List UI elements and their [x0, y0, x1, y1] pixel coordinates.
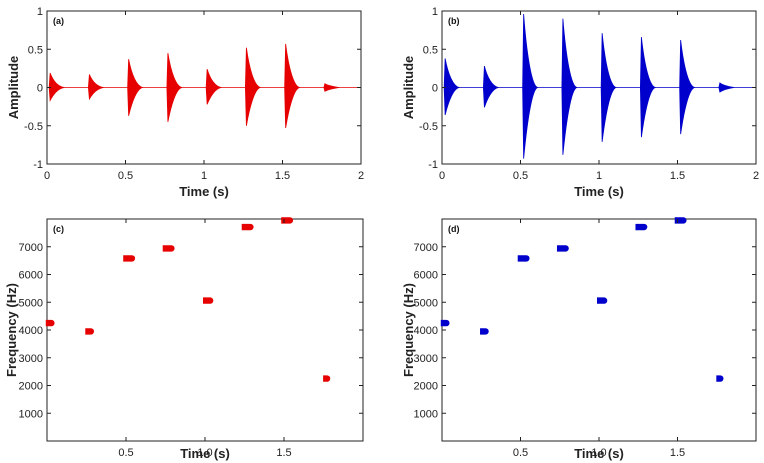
- scatter-point-7: [674, 217, 687, 224]
- waveform-burst-3: [522, 14, 539, 159]
- scatter-point-2: [85, 328, 95, 335]
- scatter-point-3: [123, 255, 136, 262]
- panel-b: 0 0.5 1 1.5 2 -1 -0.5 0 0.5 1 (b) Time (s) Amplitude: [401, 6, 759, 199]
- y-tick-label: 5000: [19, 297, 43, 309]
- scatter-point-8: [716, 375, 724, 382]
- scatter-point-3: [517, 255, 530, 262]
- scatter-point-2: [480, 328, 489, 335]
- x-tick-label: 2: [753, 170, 759, 182]
- panel-label: (c): [53, 224, 64, 234]
- y-tick-label: 0.5: [28, 44, 43, 56]
- scatter-point-5: [597, 297, 608, 304]
- plot-area: [441, 218, 757, 442]
- y-tick-label: 4000: [19, 325, 43, 337]
- x-tick-label: 1: [596, 170, 602, 182]
- y-tick-label: -0.5: [419, 121, 438, 133]
- waveform-burst-5: [205, 69, 222, 105]
- waveform-burst-6: [639, 36, 656, 138]
- y-tick-label: 7000: [19, 242, 43, 254]
- y-tick-label: 1: [37, 6, 43, 18]
- x-tick-label: 1.5: [275, 170, 290, 182]
- panel-c: 0.5 1.0 1.5 1000 2000 3000 4000 5000 6000 7000 (c)…: [4, 217, 364, 461]
- x-tick-label: 1.0: [591, 447, 606, 459]
- y-tick-label: -1: [428, 159, 438, 171]
- plot-area: [46, 218, 364, 442]
- y-tick-label: -0.5: [24, 121, 43, 133]
- x-tick-label: 0: [44, 170, 50, 182]
- waveform-burst-6: [244, 47, 261, 126]
- waveform-burst-7: [284, 43, 300, 129]
- x-axis-label: Time (s): [179, 184, 229, 199]
- x-tick-label: 0.5: [118, 170, 133, 182]
- waveform-burst-8: [718, 82, 735, 93]
- panel-d: 0.5 1.0 1.5 1000 2000 3000 4000 5000 6000 7000 (d)…: [401, 217, 757, 461]
- y-tick-label: 6000: [414, 270, 438, 282]
- scatter-point-5: [203, 297, 214, 304]
- waveform-burst-4: [166, 53, 183, 123]
- waveform-burst-1: [48, 72, 65, 102]
- scatter-point-4: [556, 245, 569, 252]
- x-tick-label: 0.5: [118, 447, 133, 459]
- y-tick-label: -1: [33, 159, 43, 171]
- x-tick-label: 1.0: [197, 447, 212, 459]
- panel-label: (a): [53, 16, 64, 26]
- y-tick-label: 2000: [414, 381, 438, 393]
- y-axis-label: Amplitude: [6, 56, 21, 120]
- y-axis-label: Frequency (Hz): [4, 283, 19, 377]
- y-tick-label: 0: [432, 83, 438, 95]
- y-tick-label: 6000: [19, 270, 43, 282]
- y-tick-label: 1000: [19, 408, 43, 420]
- panel-a: 0 0.5 1 1.5 2 -1 -0.5 0 0.5 1 (a) Time (s) Amplitude: [6, 6, 364, 199]
- y-tick-label: 7000: [414, 242, 438, 254]
- x-tick-label: 0: [439, 170, 445, 182]
- y-tick-label: 0: [37, 83, 43, 95]
- x-tick-label: 2: [358, 170, 364, 182]
- x-tick-label: 1.5: [670, 170, 685, 182]
- waveform-burst-2: [87, 74, 104, 101]
- y-tick-label: 1: [432, 6, 438, 18]
- waveform-burst-2: [482, 65, 499, 108]
- x-axis-label: Time (s): [180, 446, 230, 461]
- scatter-point-6: [635, 223, 648, 231]
- scatter-point-6: [241, 223, 254, 231]
- x-tick-label: 1.5: [276, 447, 291, 459]
- scatter-point-1: [45, 319, 55, 327]
- waveform-burst-5: [600, 33, 617, 142]
- y-tick-label: 2000: [19, 381, 43, 393]
- x-tick-label: 0.5: [513, 447, 528, 459]
- y-tick-label: 0.5: [423, 44, 438, 56]
- scatter-point-4: [162, 245, 175, 252]
- y-tick-label: 3000: [19, 353, 43, 365]
- y-axis-label: Amplitude: [401, 56, 416, 120]
- y-axis-label: Frequency (Hz): [401, 283, 416, 377]
- y-tick-label: 5000: [414, 297, 438, 309]
- scatter-point-7: [281, 217, 294, 224]
- waveform-burst-7: [679, 40, 695, 135]
- x-tick-label: 1: [201, 170, 207, 182]
- waveform-burst-8: [323, 83, 340, 92]
- x-axis-label: Time (s): [574, 446, 624, 461]
- panel-label: (b): [448, 16, 460, 26]
- x-tick-label: 1.5: [670, 447, 685, 459]
- waveform-burst-3: [127, 59, 143, 116]
- x-tick-label: 0.5: [513, 170, 528, 182]
- y-tick-label: 1000: [414, 408, 438, 420]
- waveform-burst-4: [561, 18, 578, 155]
- scatter-point-8: [323, 375, 331, 382]
- y-tick-label: 3000: [414, 353, 438, 365]
- x-axis-label: Time (s): [574, 184, 624, 199]
- y-tick-label: 4000: [414, 325, 438, 337]
- panel-label: (d): [448, 224, 460, 234]
- scatter-point-1: [440, 319, 450, 327]
- waveform-burst-1: [443, 58, 460, 116]
